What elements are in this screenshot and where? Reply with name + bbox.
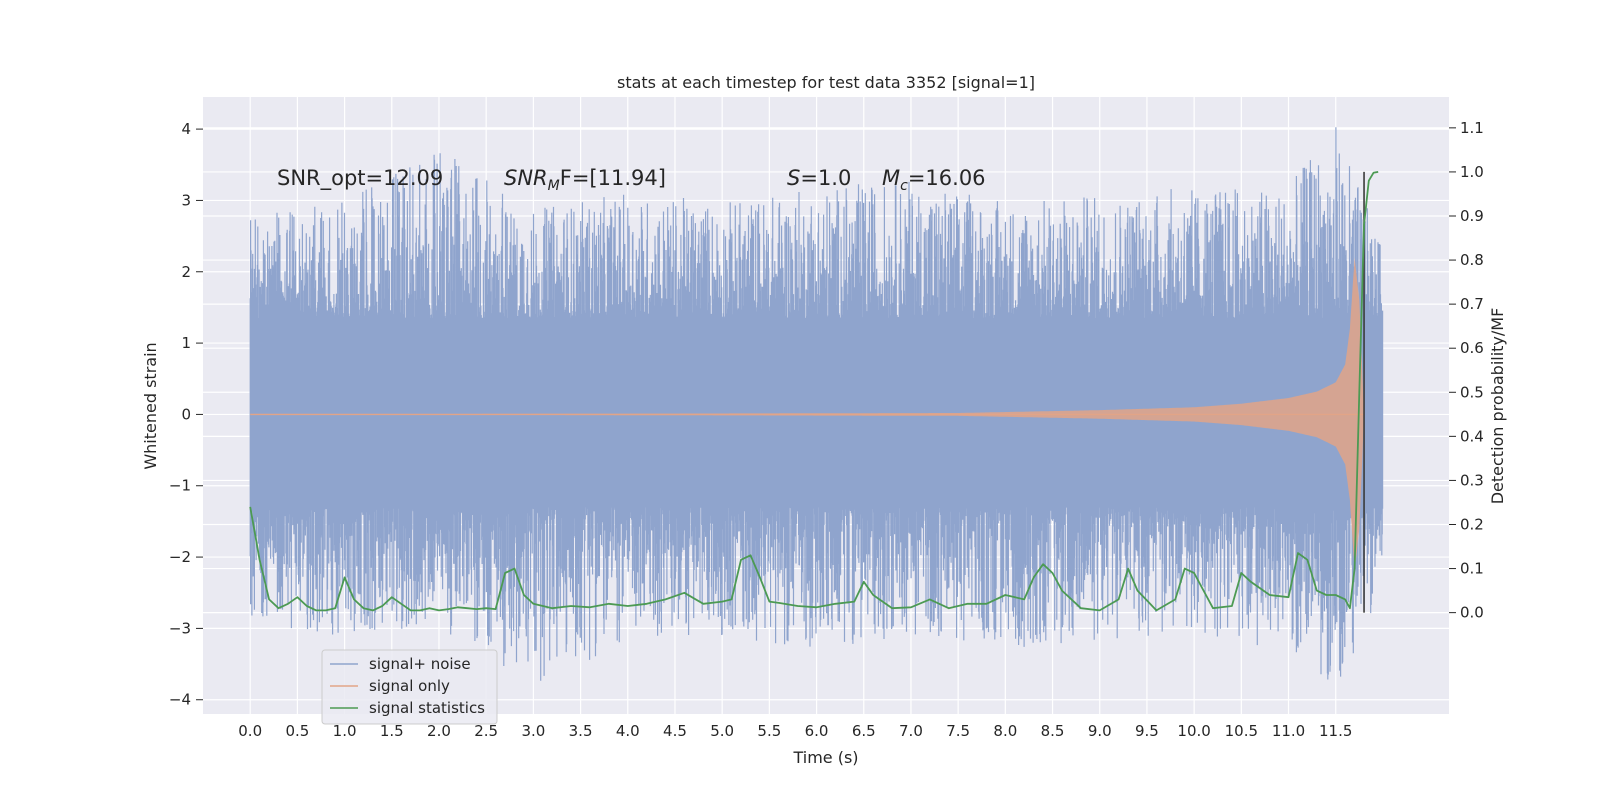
x-tick-label: 3.5 (569, 722, 593, 740)
y2-tick-label: 0.0 (1460, 604, 1484, 622)
x-tick-label: 3.0 (521, 722, 545, 740)
x-tick-label: 8.0 (993, 722, 1017, 740)
y2-tick-label: 0.4 (1460, 427, 1484, 445)
x-tick-label: 11.5 (1319, 722, 1352, 740)
y-tick-label: 1 (181, 334, 191, 352)
x-tick-label: 0.5 (285, 722, 309, 740)
x-tick-label: 4.0 (616, 722, 640, 740)
y-tick-label: 2 (181, 263, 191, 281)
x-tick-label: 11.0 (1272, 722, 1305, 740)
x-tick-label: 10.0 (1177, 722, 1210, 740)
x-axis-ticks: 0.0 0.5 1.0 1.5 2.0 2.5 3.0 3.5 4.0 4.5 5.0 5.5 6.0 6… (238, 722, 1352, 740)
x-tick-label: 1.0 (333, 722, 357, 740)
y2-tick-label: 0.2 (1460, 515, 1484, 533)
x-tick-label: 2.5 (474, 722, 498, 740)
x-tick-label: 5.0 (710, 722, 734, 740)
x-tick-label: 9.5 (1135, 722, 1159, 740)
x-tick-label: 9.0 (1088, 722, 1112, 740)
y-tick-label: 0 (181, 405, 191, 423)
y2-tick-label: 0.3 (1460, 471, 1484, 489)
signal-statistics-series (249, 171, 1379, 612)
mc-annotation: Mc=16.06 (882, 166, 986, 194)
legend-label-signal-noise: signal+ noise (369, 655, 471, 673)
x-tick-label: 2.0 (427, 722, 451, 740)
x-tick-label: 6.5 (852, 722, 876, 740)
signal-statistics-line (249, 171, 1379, 612)
y-tick-label: −3 (169, 619, 191, 637)
y2-tick-label: 0.9 (1460, 207, 1484, 225)
y2-tick-label: 0.6 (1460, 339, 1484, 357)
x-tick-label: 10.5 (1225, 722, 1258, 740)
x-tick-label: 8.5 (1041, 722, 1065, 740)
x-tick-label: 0.0 (238, 722, 262, 740)
y-tick-label: 4 (181, 120, 191, 138)
y2-tick-label: 1.0 (1460, 163, 1484, 181)
x-tick-label: 4.5 (663, 722, 687, 740)
snr-mf-annotation: SNRMF=[11.94] (504, 166, 666, 194)
legend-box (321, 649, 498, 725)
x-tick-label: 7.0 (899, 722, 923, 740)
x-tick-label: 6.0 (805, 722, 829, 740)
y2-tick-label: 0.8 (1460, 251, 1484, 269)
signal-only-series (250, 257, 1365, 572)
s-annotation: S=1.0 (787, 166, 851, 190)
y-tick-label: −2 (169, 548, 191, 566)
y-axis-label: Whitened strain (141, 342, 160, 469)
y-tick-label: 3 (181, 191, 191, 209)
y-tick-label: −1 (169, 477, 191, 495)
x-tick-label: 1.5 (380, 722, 404, 740)
x-axis-label: Time (s) (792, 748, 858, 767)
x-tick-label: 7.5 (946, 722, 970, 740)
chart-title: stats at each timestep for test data 335… (617, 73, 1035, 92)
y-axis-ticks: 4 3 2 1 0 −1 −2 −3 −4 (169, 120, 203, 709)
legend-label-signal-statistics: signal statistics (369, 699, 485, 717)
legend-label-signal-only: signal only (369, 677, 450, 695)
x-tick-label: 5.5 (757, 722, 781, 740)
legend: signal+ noise signal only signal statist… (321, 649, 498, 725)
snr-opt-annotation: SNR_opt=12.09 (277, 166, 443, 191)
y2-axis-ticks: 1.1 1.0 0.9 0.8 0.7 0.6 0.5 0.4 0.3 0.2 0.1 0.0 (1449, 119, 1484, 622)
y2-tick-label: 0.5 (1460, 383, 1484, 401)
y2-axis-label: Detection probability/MF (1488, 308, 1507, 505)
y2-tick-label: 1.1 (1460, 119, 1484, 137)
y2-tick-label: 0.7 (1460, 295, 1484, 313)
y2-tick-label: 0.1 (1460, 560, 1484, 578)
y-tick-label: −4 (169, 691, 191, 709)
